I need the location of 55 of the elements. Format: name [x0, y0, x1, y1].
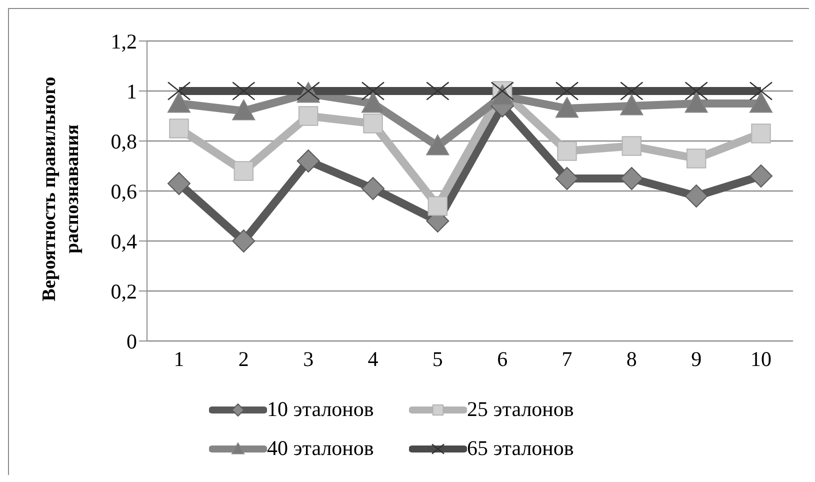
point [750, 92, 772, 113]
point [557, 141, 577, 161]
point [168, 92, 190, 113]
legend-label: 40 эталонов [267, 436, 374, 461]
point [620, 94, 644, 116]
legend-label: 10 эталонов [267, 397, 374, 422]
x-tick-label: 7 [562, 346, 572, 371]
point [556, 167, 578, 190]
point [426, 82, 450, 100]
point [750, 164, 772, 188]
legend-label: 65 эталонов [467, 436, 574, 461]
point [684, 92, 708, 113]
x-tick-label: 3 [303, 346, 314, 371]
point [749, 82, 773, 100]
x-tick-label: 9 [691, 346, 702, 371]
point [361, 82, 385, 100]
point [622, 136, 642, 156]
point [232, 100, 256, 120]
x-tick-label: 8 [626, 346, 637, 371]
point [428, 196, 448, 216]
y-tick-label: 0,6 [110, 179, 137, 204]
point [620, 167, 644, 190]
point [751, 124, 771, 144]
x-tick-label: 2 [238, 346, 249, 371]
point [555, 82, 579, 100]
x-tick-label: 6 [497, 346, 508, 371]
y-tick-label: 0,2 [110, 279, 137, 304]
point [686, 148, 706, 168]
point [556, 97, 578, 118]
point [684, 82, 708, 100]
point [362, 177, 384, 200]
point [168, 172, 190, 195]
y-tick-label: 0,8 [110, 129, 137, 154]
y-tick-label: 0 [126, 329, 137, 354]
y-axis-title: Вероятность правильного распознавания [38, 76, 84, 302]
point [298, 106, 318, 126]
x-tick-label: 10 [750, 346, 772, 371]
legend-label: 25 эталонов [467, 397, 574, 422]
point [620, 82, 644, 100]
point [232, 230, 256, 252]
point [296, 150, 320, 172]
y-tick-label: 1,2 [110, 29, 137, 54]
point [426, 134, 450, 156]
y-tick-label: 1 [126, 79, 137, 104]
x-tick-label: 4 [368, 346, 379, 371]
point [167, 82, 191, 100]
point [362, 92, 384, 113]
point [169, 118, 189, 138]
point [234, 161, 254, 181]
x-tick-label: 1 [174, 346, 184, 371]
y-tick-label: 0,4 [110, 229, 138, 254]
point [684, 184, 708, 208]
point [232, 82, 256, 100]
x-tick-label: 5 [432, 346, 443, 371]
point [363, 114, 383, 134]
